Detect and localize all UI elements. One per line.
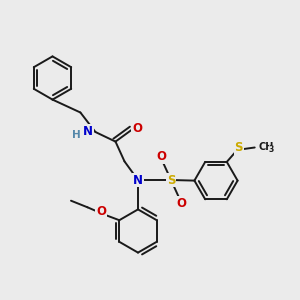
Text: H: H	[72, 130, 81, 140]
Text: N: N	[83, 125, 93, 138]
Text: O: O	[156, 150, 166, 164]
Text: O: O	[96, 205, 106, 218]
Text: S: S	[167, 173, 175, 187]
Text: O: O	[132, 122, 142, 135]
Text: 3: 3	[269, 145, 274, 154]
Text: CH: CH	[258, 142, 274, 152]
Text: O: O	[176, 196, 186, 210]
Text: N: N	[133, 173, 143, 187]
Text: S: S	[235, 141, 243, 154]
